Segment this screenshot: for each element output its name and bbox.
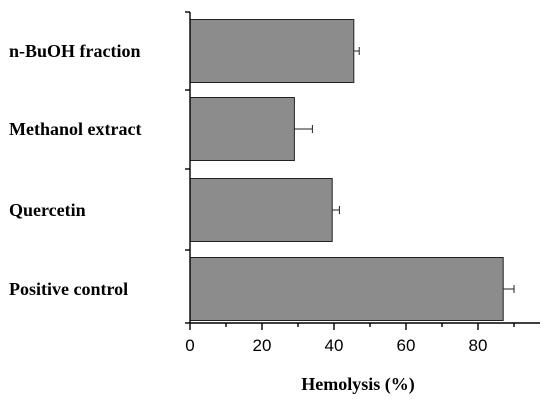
x-tick-label-0: 0: [185, 336, 194, 355]
bar-3: [189, 178, 333, 242]
bar-2: [189, 97, 295, 161]
x-ticks-group: 0 20 40 60 80: [185, 323, 515, 355]
x-tick-label-20: 20: [253, 336, 272, 355]
axes-group: [185, 11, 540, 324]
x-tick-label-80: 80: [469, 336, 488, 355]
category-label-1: n-BuOH fraction: [9, 41, 141, 61]
category-label-2: Methanol extract: [9, 119, 141, 139]
bars-group: [189, 19, 504, 321]
category-label-3: Quercetin: [9, 200, 86, 220]
x-axis-title: Hemolysis (%): [301, 374, 414, 395]
error-bars-group: [294, 47, 515, 293]
category-label-4: Positive control: [9, 279, 128, 299]
category-labels-group: n-BuOH fraction Methanol extract Quercetin…: [9, 41, 141, 299]
x-tick-label-40: 40: [325, 336, 344, 355]
bar-4: [189, 257, 504, 321]
bar-1: [189, 19, 355, 83]
x-tick-label-60: 60: [397, 336, 416, 355]
